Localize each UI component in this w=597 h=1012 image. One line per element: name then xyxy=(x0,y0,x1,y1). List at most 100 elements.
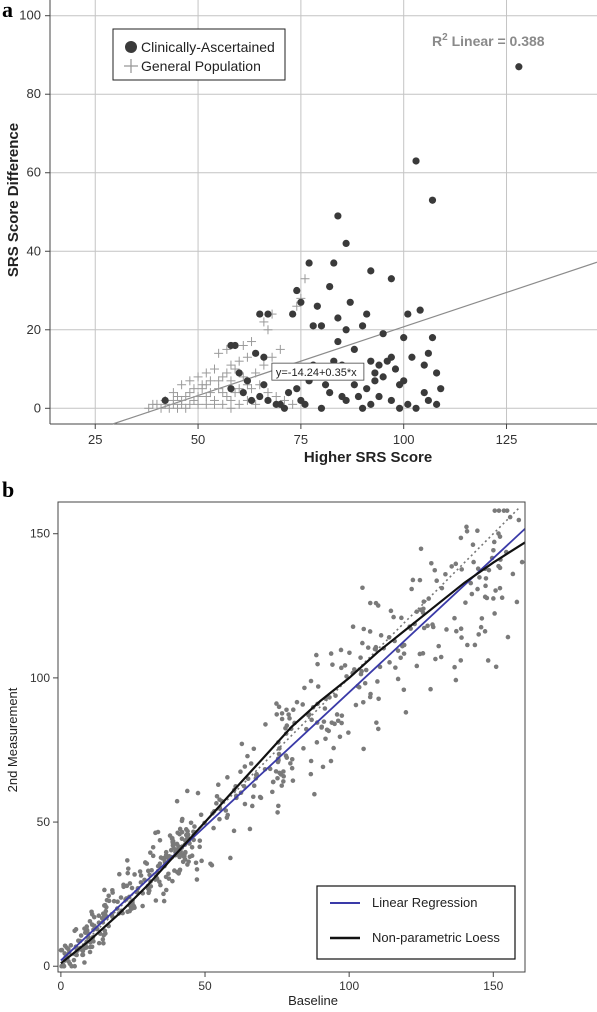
measurement-point xyxy=(80,948,86,954)
measurement-point xyxy=(326,728,332,734)
measurement-point xyxy=(170,840,176,846)
measurement-point xyxy=(478,624,484,630)
panel-b-y-axis-title: 2nd Measurement xyxy=(5,687,20,792)
panel-b-legend: Linear Regression Non-parametric Loess xyxy=(316,885,516,960)
y-tick-label: 150 xyxy=(30,527,50,541)
measurement-point xyxy=(417,577,423,583)
measurement-point xyxy=(284,707,289,713)
measurement-point xyxy=(148,884,154,889)
measurement-point xyxy=(344,674,349,679)
measurement-point xyxy=(491,547,496,553)
legend-linear-label: Linear Regression xyxy=(372,895,478,910)
measurement-point xyxy=(150,853,156,859)
clinical-point xyxy=(437,385,445,393)
clinical-point xyxy=(326,282,334,291)
measurement-point xyxy=(368,691,373,697)
x-tick-label: 0 xyxy=(58,979,65,993)
measurement-point xyxy=(373,600,379,606)
measurement-point xyxy=(433,656,438,662)
measurement-point xyxy=(321,719,327,724)
measurement-point xyxy=(421,625,427,631)
measurement-point xyxy=(124,858,130,863)
measurement-point xyxy=(328,651,334,656)
general-population-point xyxy=(201,368,211,378)
x-tick-label: 100 xyxy=(393,432,415,447)
clinical-point xyxy=(416,306,424,314)
measurement-point xyxy=(472,642,478,648)
clinical-point xyxy=(276,400,284,408)
panel-a-points xyxy=(144,63,523,413)
clinical-point xyxy=(330,259,338,267)
measurement-point xyxy=(184,788,190,794)
clinical-point xyxy=(317,404,326,412)
clinical-point xyxy=(227,385,235,393)
measurement-point xyxy=(339,720,344,726)
general-population-point xyxy=(238,372,248,382)
clinical-point xyxy=(428,334,437,342)
measurement-point xyxy=(279,783,285,788)
general-population-point xyxy=(181,392,191,402)
measurement-point xyxy=(289,756,295,762)
measurement-point xyxy=(145,868,151,874)
measurement-point xyxy=(161,891,166,897)
measurement-point xyxy=(251,783,257,789)
measurement-point xyxy=(180,859,186,865)
clinical-point xyxy=(408,353,416,361)
clinical-point xyxy=(260,381,268,389)
general-population-point xyxy=(300,274,310,284)
clinical-point xyxy=(334,314,342,322)
measurement-point xyxy=(68,943,74,948)
measurement-point xyxy=(273,769,279,774)
measurement-point xyxy=(177,831,182,837)
measurement-point xyxy=(339,713,345,718)
clinical-point xyxy=(428,196,437,204)
legend-clinical-marker xyxy=(125,41,137,53)
general-population-point xyxy=(226,360,236,370)
measurement-point xyxy=(453,677,459,683)
measurement-point xyxy=(374,720,379,725)
measurement-point xyxy=(225,775,230,780)
clinical-point xyxy=(391,365,400,373)
clinical-point xyxy=(289,310,297,318)
measurement-point xyxy=(188,820,194,826)
measurement-point xyxy=(281,779,286,784)
measurement-point xyxy=(275,810,280,815)
measurement-point xyxy=(465,642,470,648)
measurement-point xyxy=(180,816,185,822)
clinical-point xyxy=(395,404,404,412)
measurement-point xyxy=(463,600,468,605)
clinical-point xyxy=(350,345,358,354)
measurement-point xyxy=(251,746,257,752)
measurement-point xyxy=(491,539,497,545)
panel-b-y-ticks: 0 50 100 150 xyxy=(30,527,58,973)
clinical-point xyxy=(264,310,272,318)
measurement-point xyxy=(309,717,314,723)
general-population-point xyxy=(288,399,298,409)
measurement-point xyxy=(160,856,166,861)
panel-b-lines xyxy=(57,501,526,973)
general-population-point xyxy=(201,392,211,402)
fit-equation-box xyxy=(271,362,365,381)
clinical-point xyxy=(297,298,305,306)
measurement-point xyxy=(138,873,144,878)
measurement-point xyxy=(242,764,248,769)
measurement-point xyxy=(118,895,124,900)
measurement-point xyxy=(359,668,364,674)
measurement-point xyxy=(485,658,491,663)
measurement-point xyxy=(452,615,457,621)
measurement-point xyxy=(492,611,497,616)
measurement-point xyxy=(353,702,359,708)
measurement-point xyxy=(170,878,175,884)
general-population-point xyxy=(205,388,215,398)
measurement-point xyxy=(157,879,162,885)
measurement-point xyxy=(501,508,507,513)
legend-clinical-label: Clinically-Ascertained xyxy=(141,39,275,55)
clinical-point xyxy=(342,396,350,405)
measurement-point xyxy=(215,782,221,787)
general-population-point xyxy=(275,344,285,354)
measurement-point xyxy=(239,741,245,747)
measurement-point xyxy=(103,908,109,914)
general-population-point xyxy=(214,348,224,358)
measurement-point xyxy=(328,758,334,764)
measurement-point xyxy=(153,898,159,903)
